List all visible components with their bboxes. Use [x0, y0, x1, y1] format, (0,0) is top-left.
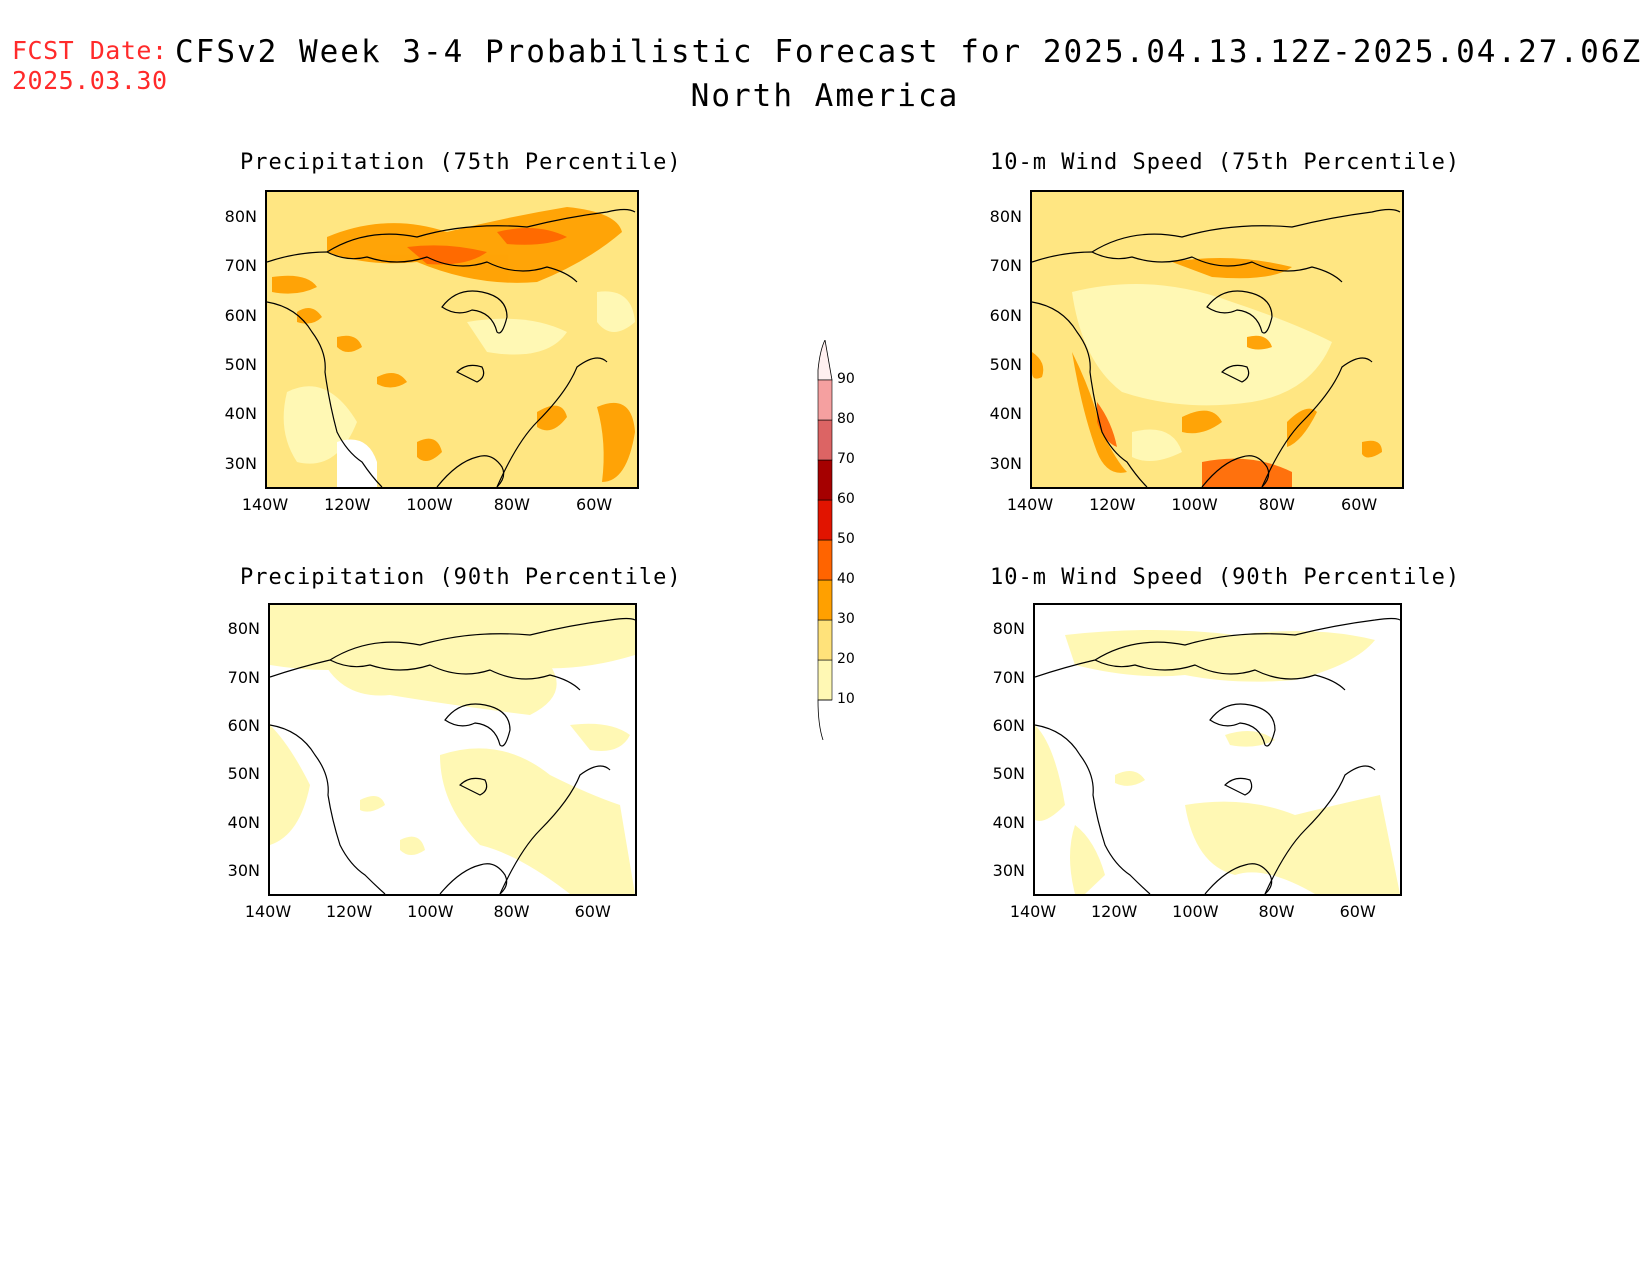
- map-wind-75-drawing: [1032, 208, 1401, 487]
- longitude-tick-label: 80W: [1258, 902, 1295, 921]
- high-probability-shading: [407, 228, 567, 265]
- map-wind-90-drawing: [1035, 617, 1400, 894]
- longitude-tick-label: 80W: [1258, 495, 1295, 514]
- map-precip-90-drawing: [270, 605, 635, 894]
- latitude-tick-label: 60N: [989, 305, 1022, 325]
- colorbar-level-label: 70: [837, 451, 855, 467]
- colorbar-cell: [817, 579, 833, 621]
- low-probability-shading: [1072, 284, 1332, 461]
- colorbar-cell: [817, 459, 833, 501]
- colorbar-level-label: 20: [837, 651, 855, 667]
- panel-title-wind-75: 10-m Wind Speed (75th Percentile): [990, 150, 1461, 175]
- colorbar-bottom-arrow: [817, 699, 832, 741]
- colorbar-cell: [817, 659, 833, 701]
- colorbar-cell: [817, 379, 833, 421]
- longitude-tick-label: 140W: [244, 902, 292, 921]
- latitude-tick-label: 30N: [989, 453, 1022, 473]
- map-precip-75-drawing: [267, 207, 636, 487]
- colorbar-cell: [817, 419, 833, 461]
- map-precip-75: [265, 190, 639, 489]
- map-wind-75: [1030, 190, 1404, 489]
- forecast-date-value: 2025.03.30: [12, 66, 168, 95]
- colorbar-level-label: 90: [837, 371, 855, 387]
- latitude-tick-label: 40N: [992, 812, 1025, 832]
- latitude-tick-label: 70N: [989, 256, 1022, 276]
- latitude-tick-label: 50N: [989, 354, 1022, 374]
- longitude-tick-label: 60W: [576, 495, 613, 514]
- longitude-tick-label: 140W: [1009, 902, 1057, 921]
- longitude-tick-label: 80W: [493, 495, 530, 514]
- latitude-tick-label: 50N: [224, 354, 257, 374]
- latitude-tick-label: 60N: [992, 716, 1025, 736]
- latitude-tick-label: 70N: [227, 667, 260, 687]
- map-precip-90: [268, 603, 637, 896]
- longitude-tick-label: 100W: [1171, 495, 1218, 514]
- longitude-tick-label: 60W: [1341, 495, 1378, 514]
- latitude-tick-label: 50N: [227, 764, 260, 784]
- colorbar: 10 20 30 40 50 60 70 80 90: [815, 338, 855, 744]
- colorbar-level-label: 10: [837, 691, 855, 707]
- probability-shading: [270, 605, 635, 894]
- longitude-tick-label: 100W: [1172, 902, 1219, 921]
- coastlines: [270, 617, 635, 894]
- latitude-tick-label: 70N: [224, 256, 257, 276]
- panel-title-precip-75: Precipitation (75th Percentile): [240, 150, 682, 175]
- longitude-tick-label: 120W: [324, 495, 371, 514]
- longitude-tick-label: 60W: [1339, 902, 1376, 921]
- longitude-tick-label: 60W: [574, 902, 611, 921]
- latitude-tick-label: 80N: [227, 619, 260, 639]
- colorbar-level-label: 60: [837, 491, 855, 507]
- colorbar-cell: [817, 499, 833, 541]
- latitude-tick-label: 50N: [992, 764, 1025, 784]
- longitude-tick-label: 100W: [407, 902, 454, 921]
- colorbar-level-label: 40: [837, 571, 855, 587]
- longitude-tick-label: 140W: [1006, 495, 1054, 514]
- latitude-tick-label: 40N: [224, 404, 257, 424]
- latitude-tick-label: 40N: [227, 812, 260, 832]
- latitude-tick-label: 40N: [989, 404, 1022, 424]
- figure-subtitle: North America: [690, 78, 960, 114]
- coastlines: [1035, 617, 1400, 894]
- latitude-tick-label: 30N: [227, 861, 260, 881]
- longitude-tick-label: 120W: [1089, 495, 1136, 514]
- colorbar-cells: [817, 379, 833, 701]
- colorbar-top-arrow: [817, 338, 833, 381]
- latitude-tick-label: 70N: [992, 667, 1025, 687]
- longitude-tick-label: 120W: [325, 902, 373, 921]
- no-signal-area: [337, 439, 377, 487]
- forecast-date-block: FCST Date: 2025.03.30: [12, 36, 168, 96]
- forecast-date-label: FCST Date:: [12, 36, 168, 65]
- longitude-tick-label: 140W: [241, 495, 289, 514]
- longitude-tick-label: 120W: [1090, 902, 1138, 921]
- colorbar-cell: [817, 619, 833, 661]
- coastlines: [1032, 208, 1401, 487]
- panel-title-wind-90: 10-m Wind Speed (90th Percentile): [990, 565, 1461, 590]
- colorbar-cell: [817, 539, 833, 581]
- colorbar-drawing: [817, 338, 833, 741]
- map-wind-90: [1033, 603, 1402, 896]
- colorbar-level-label: 30: [837, 611, 855, 627]
- probability-shading: [1035, 630, 1400, 894]
- longitude-tick-label: 80W: [493, 902, 530, 921]
- latitude-tick-label: 80N: [224, 206, 257, 226]
- panel-title-precip-90: Precipitation (90th Percentile): [240, 565, 682, 590]
- latitude-tick-label: 80N: [992, 619, 1025, 639]
- figure-title: CFSv2 Week 3-4 Probabilistic Forecast fo…: [175, 34, 1643, 70]
- low-probability-shading: [283, 291, 635, 464]
- coastlines: [267, 208, 636, 487]
- latitude-tick-label: 60N: [224, 305, 257, 325]
- latitude-tick-label: 30N: [992, 861, 1025, 881]
- probability-shading: [1032, 258, 1382, 473]
- latitude-tick-label: 80N: [989, 206, 1022, 226]
- colorbar-level-label: 50: [837, 531, 855, 547]
- longitude-tick-label: 100W: [406, 495, 453, 514]
- probability-shading: [272, 207, 635, 482]
- latitude-tick-label: 60N: [227, 716, 260, 736]
- latitude-tick-label: 30N: [224, 453, 257, 473]
- colorbar-level-label: 80: [837, 411, 855, 427]
